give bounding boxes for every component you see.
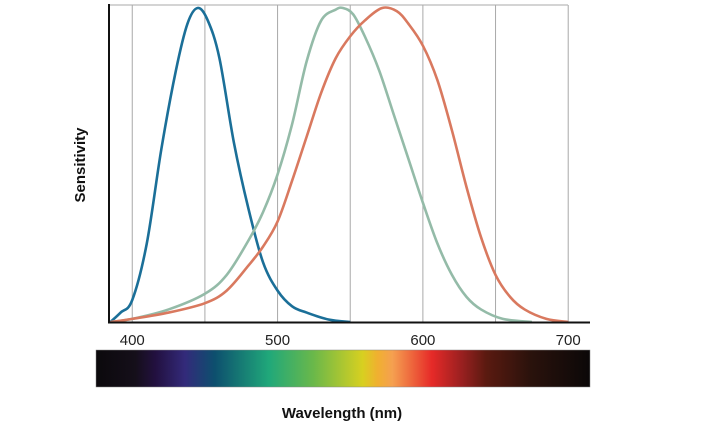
x-tick-label: 700 — [556, 332, 581, 349]
long-cone-curve — [110, 6, 569, 324]
x-tick-label: 400 — [120, 332, 145, 349]
visible-spectrum-bar — [95, 349, 591, 388]
gridlines — [131, 5, 569, 322]
medium-cone-curve — [110, 6, 533, 324]
x-tick-label: 600 — [410, 332, 435, 349]
curves — [109, 6, 569, 324]
x-tick-labels: 400 500 600 700 — [120, 332, 581, 349]
x-axis-label: Wavelength (nm) — [282, 405, 402, 422]
y-axis-label: Sensitivity — [72, 127, 89, 203]
short-cone-curve — [109, 6, 351, 324]
x-tick-label: 500 — [265, 332, 290, 349]
